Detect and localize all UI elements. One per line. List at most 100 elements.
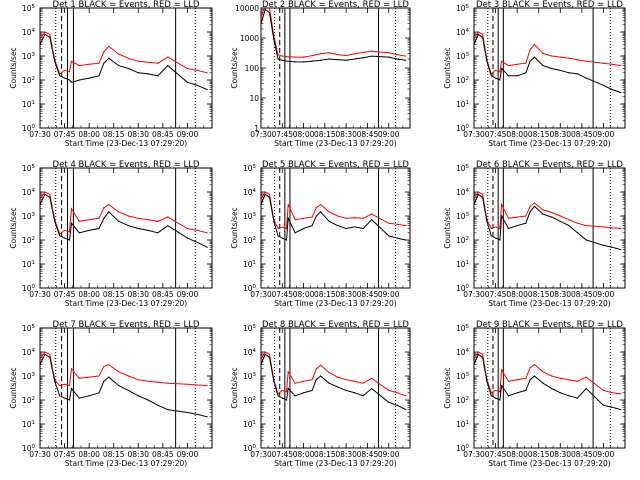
- data-point-lld: [285, 55, 288, 58]
- data-point-events: [285, 239, 288, 241]
- data-point-events: [337, 386, 339, 388]
- data-point-events: [516, 392, 518, 394]
- data-point-lld: [78, 64, 80, 67]
- data-point-events: [196, 84, 198, 86]
- data-point-events: [127, 389, 130, 392]
- plot-frame: [260, 327, 411, 449]
- data-point-events: [568, 72, 570, 74]
- data-point-lld: [137, 217, 139, 219]
- data-point-events: [482, 356, 484, 358]
- x-tick-label: 09:00: [593, 450, 615, 459]
- y-axis-title: Counts/sec: [230, 207, 239, 248]
- x-axis-title: Start Time (23-Dec-13 07:29:20): [274, 299, 396, 308]
- data-point-lld: [311, 379, 313, 381]
- x-tick-label: 09:00: [177, 450, 199, 459]
- data-point-lld: [320, 203, 322, 206]
- data-point-lld: [602, 62, 605, 64]
- data-point-events: [281, 397, 283, 399]
- x-tick-label: 08:00: [293, 450, 315, 459]
- data-point-events: [320, 375, 322, 377]
- data-point-lld: [585, 224, 587, 227]
- data-point-lld: [568, 379, 570, 381]
- data-point-lld: [507, 64, 510, 67]
- data-point-events: [328, 58, 330, 60]
- data-point-lld: [261, 198, 262, 200]
- data-point-events: [507, 227, 510, 230]
- y-axis-title: Counts/sec: [9, 47, 18, 88]
- data-point-lld: [98, 375, 100, 377]
- data-point-events: [507, 395, 510, 397]
- panel-title: Det 5 BLACK = Events, RED = LLD: [262, 160, 409, 170]
- data-point-events: [542, 64, 544, 67]
- data-point-lld: [70, 368, 73, 370]
- data-point-events: [396, 404, 398, 406]
- data-point-events: [482, 36, 484, 38]
- data-point-events: [127, 224, 130, 227]
- data-point-events: [277, 58, 279, 60]
- y-axis-title: Counts/sec: [9, 367, 18, 408]
- x-tick-label: 08:30: [335, 130, 357, 139]
- data-point-events: [268, 196, 271, 198]
- x-tick-label: 08:00: [506, 290, 528, 299]
- data-point-events: [568, 395, 570, 397]
- plot-area: [261, 168, 407, 288]
- data-point-events: [477, 33, 479, 35]
- data-point-events: [287, 217, 289, 219]
- data-point-events: [533, 375, 536, 377]
- plot-area: [40, 168, 208, 288]
- data-point-events: [620, 408, 622, 411]
- plot-frame: [260, 7, 411, 129]
- data-point-lld: [268, 193, 271, 195]
- data-point-events: [108, 211, 110, 213]
- data-point-events: [285, 60, 288, 62]
- data-point-events: [405, 408, 407, 411]
- data-point-lld: [371, 377, 373, 379]
- data-point-events: [490, 395, 492, 397]
- x-tick-label: 07:30: [29, 450, 51, 459]
- data-point-lld: [525, 62, 527, 64]
- data-point-events: [551, 67, 553, 70]
- panel-det-6: Det 6 BLACK = Events, RED = LLD 100 101 102…: [443, 160, 626, 308]
- data-point-lld: [501, 369, 503, 371]
- data-point-lld: [533, 202, 536, 204]
- data-point-lld: [167, 382, 169, 384]
- y-tick-label: 103: [22, 212, 36, 221]
- x-tick-label: 08:45: [357, 450, 379, 459]
- y-tick-label: 10: [249, 94, 259, 103]
- data-point-events: [311, 389, 313, 392]
- y-tick-label: 104: [22, 348, 36, 357]
- y-tick-label: 102: [456, 76, 469, 85]
- data-point-lld: [362, 382, 364, 384]
- data-point-lld: [206, 232, 208, 234]
- data-point-events: [44, 33, 46, 35]
- data-point-lld: [88, 63, 90, 65]
- data-point-lld: [264, 351, 266, 353]
- data-point-events: [287, 387, 289, 390]
- data-point-events: [49, 356, 51, 358]
- series-line-lld: [474, 31, 621, 75]
- x-axis-title: Start Time (23-Dec-13 07:29:20): [274, 459, 396, 468]
- y-tick-label: 100: [456, 124, 470, 133]
- x-tick-label: 08:15: [314, 290, 336, 299]
- panel-det-2: Det 2 BLACK = Events, RED = LLD 1 10 100 100…: [230, 0, 411, 148]
- data-point-lld: [68, 231, 71, 233]
- data-point-lld: [157, 381, 159, 383]
- data-point-events: [620, 248, 622, 251]
- data-point-lld: [59, 384, 61, 387]
- y-tick-label: 105: [22, 4, 36, 13]
- data-point-events: [261, 363, 262, 366]
- data-point-lld: [405, 395, 407, 397]
- y-axis-title: Counts/sec: [230, 47, 239, 88]
- data-point-lld: [70, 60, 73, 62]
- data-point-lld: [482, 33, 484, 35]
- data-point-lld: [40, 38, 41, 40]
- data-point-events: [167, 408, 169, 411]
- data-point-events: [78, 397, 80, 399]
- data-point-events: [525, 389, 527, 392]
- x-tick-label: 08:30: [335, 450, 357, 459]
- data-point-events: [362, 395, 364, 397]
- data-point-lld: [474, 358, 475, 360]
- x-tick-label: 07:45: [485, 290, 507, 299]
- x-tick-label: 08:15: [528, 450, 550, 459]
- data-point-events: [490, 235, 492, 237]
